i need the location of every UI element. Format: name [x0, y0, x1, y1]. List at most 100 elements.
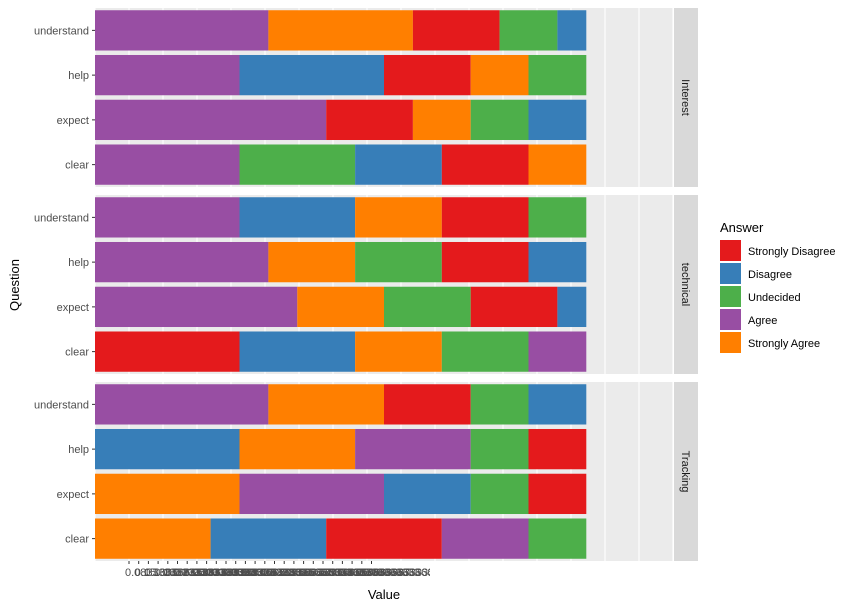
legend-swatch-strongly-agree: [720, 332, 741, 353]
y-tick-label: expect: [57, 489, 89, 501]
bar-segment-agree: [95, 54, 240, 96]
x-tick-label: 0.3: [203, 567, 218, 579]
x-tick-label: 0.666666666666667: [309, 567, 410, 579]
bar-segment-undecided: [470, 99, 529, 141]
bar-segment-strongly-disagree: [528, 473, 587, 515]
bar-segment-undecided: [528, 518, 587, 559]
bar-segment-disagree: [239, 331, 356, 372]
bar-segment-disagree: [384, 473, 471, 515]
legend-swatch-agree: [720, 309, 741, 330]
bar-segment-disagree: [528, 241, 587, 283]
bar-segment-strongly-agree: [528, 144, 587, 185]
x-tick-label: 0.583333333333333: [290, 567, 391, 579]
bar-segment-undecided: [239, 144, 356, 185]
y-tick-label: clear: [65, 347, 89, 359]
bar-segment-strongly-agree: [412, 99, 471, 141]
bar-segment-strongly-agree: [268, 241, 356, 283]
x-tick-label: 0.45: [241, 567, 262, 579]
bar-segment-disagree: [557, 286, 587, 328]
bar-segment-strongly-agree: [355, 331, 442, 372]
legend-label-disagree: Disagree: [748, 269, 792, 281]
bar-segment-agree: [95, 197, 240, 238]
x-tick-label: 0.283333333333333: [193, 567, 294, 579]
facet-strip-label: Interest: [679, 79, 691, 116]
bar-segment-disagree: [210, 518, 327, 559]
bar-segment-strongly-disagree: [412, 10, 500, 51]
facet-strip: [674, 8, 698, 187]
x-tick-label: 0.25: [183, 567, 204, 579]
bar-segment-agree: [95, 99, 327, 141]
bar-segment-agree: [528, 331, 587, 372]
legend-label-agree: Agree: [748, 315, 777, 327]
x-axis-title: Value: [368, 587, 400, 602]
bar-segment-strongly-agree: [95, 473, 240, 515]
bar-segment-disagree: [557, 10, 587, 51]
bar-segment-agree: [239, 473, 384, 515]
x-tick-label: 0.333333333333333: [212, 567, 313, 579]
y-tick-label: clear: [65, 534, 89, 546]
x-tick-label: 0.15: [135, 567, 156, 579]
facet-strip-label: technical: [679, 263, 691, 306]
x-tick-label: 0.716666666666667: [338, 567, 439, 579]
y-tick-label: expect: [57, 115, 89, 127]
bar-segment-strongly-agree: [470, 54, 529, 96]
bar-segment-strongly-disagree: [441, 197, 529, 238]
bar-segment-strongly-disagree: [384, 384, 471, 425]
y-tick-label: help: [68, 257, 89, 269]
bar-segment-agree: [95, 384, 269, 425]
bar-segment-strongly-agree: [355, 197, 442, 238]
x-tick-label: 0.75: [348, 567, 369, 579]
x-tick-label: 0.233333333333333: [174, 567, 275, 579]
bar-segment-undecided: [470, 428, 529, 470]
bar-segment-undecided: [355, 241, 442, 283]
legend-swatch-disagree: [720, 263, 741, 284]
bar-segment-undecided: [499, 10, 558, 51]
y-tick-label: understand: [34, 212, 89, 224]
bar-segment-strongly-disagree: [384, 54, 471, 96]
y-axis-title: Question: [7, 259, 22, 311]
bar-segment-agree: [95, 241, 269, 283]
x-tick-label: 0.8: [368, 567, 383, 579]
bar-segment-undecided: [528, 54, 587, 96]
bar-segment-undecided: [470, 384, 529, 425]
bar-segment-strongly-agree: [95, 518, 211, 559]
bar-segment-strongly-disagree: [441, 241, 529, 283]
legend: Answer Strongly Disagree Disagree Undecide…: [720, 220, 835, 353]
bar-segment-agree: [95, 10, 269, 51]
legend-swatch-undecided: [720, 286, 741, 307]
y-tick-label: help: [68, 70, 89, 82]
y-tick-label: expect: [57, 302, 89, 314]
bar-segment-agree: [441, 518, 529, 559]
facet-panel-interest: understand help expect clear Interest: [34, 8, 698, 187]
bar-segment-disagree: [239, 54, 384, 96]
legend-label-undecided: Undecided: [748, 292, 801, 304]
facet-strip: [674, 195, 698, 374]
facet-panel-technical: understand help expect clear technical: [34, 195, 698, 374]
facet-panel-tracking: understand help expect clear Tracking: [34, 382, 698, 561]
bar-segment-disagree: [528, 384, 587, 425]
bar-segment-undecided: [441, 331, 529, 372]
bar-segment-disagree: [95, 428, 240, 470]
bar-segment-undecided: [528, 197, 587, 238]
bar-segment-disagree: [355, 144, 442, 185]
bar-segment-agree: [95, 286, 298, 328]
y-tick-label: help: [68, 444, 89, 456]
x-tick-label: 0.55: [280, 567, 301, 579]
bar-segment-strongly-agree: [268, 10, 413, 51]
x-axis: 0.0833333333333330.150.1666666666666670.…: [125, 561, 459, 579]
legend-swatch-strongly-disagree: [720, 240, 741, 261]
bar-segment-strongly-disagree: [528, 428, 587, 470]
facet-strip-label: Tracking: [679, 451, 691, 493]
bar-segment-strongly-disagree: [326, 99, 413, 141]
legend-label-strongly-disagree: Strongly Disagree: [748, 246, 835, 258]
x-tick-label: 0.483333333333333: [251, 567, 352, 579]
bar-segment-strongly-agree: [268, 384, 384, 425]
bar-segment-undecided: [384, 286, 471, 328]
y-tick-label: understand: [34, 25, 89, 37]
bar-segment-strongly-disagree: [470, 286, 558, 328]
x-tick-label: 0.783333333333333: [358, 567, 459, 579]
bar-segment-disagree: [528, 99, 587, 141]
bar-segment-strongly-agree: [297, 286, 384, 328]
x-tick-label: 0.35: [222, 567, 243, 579]
